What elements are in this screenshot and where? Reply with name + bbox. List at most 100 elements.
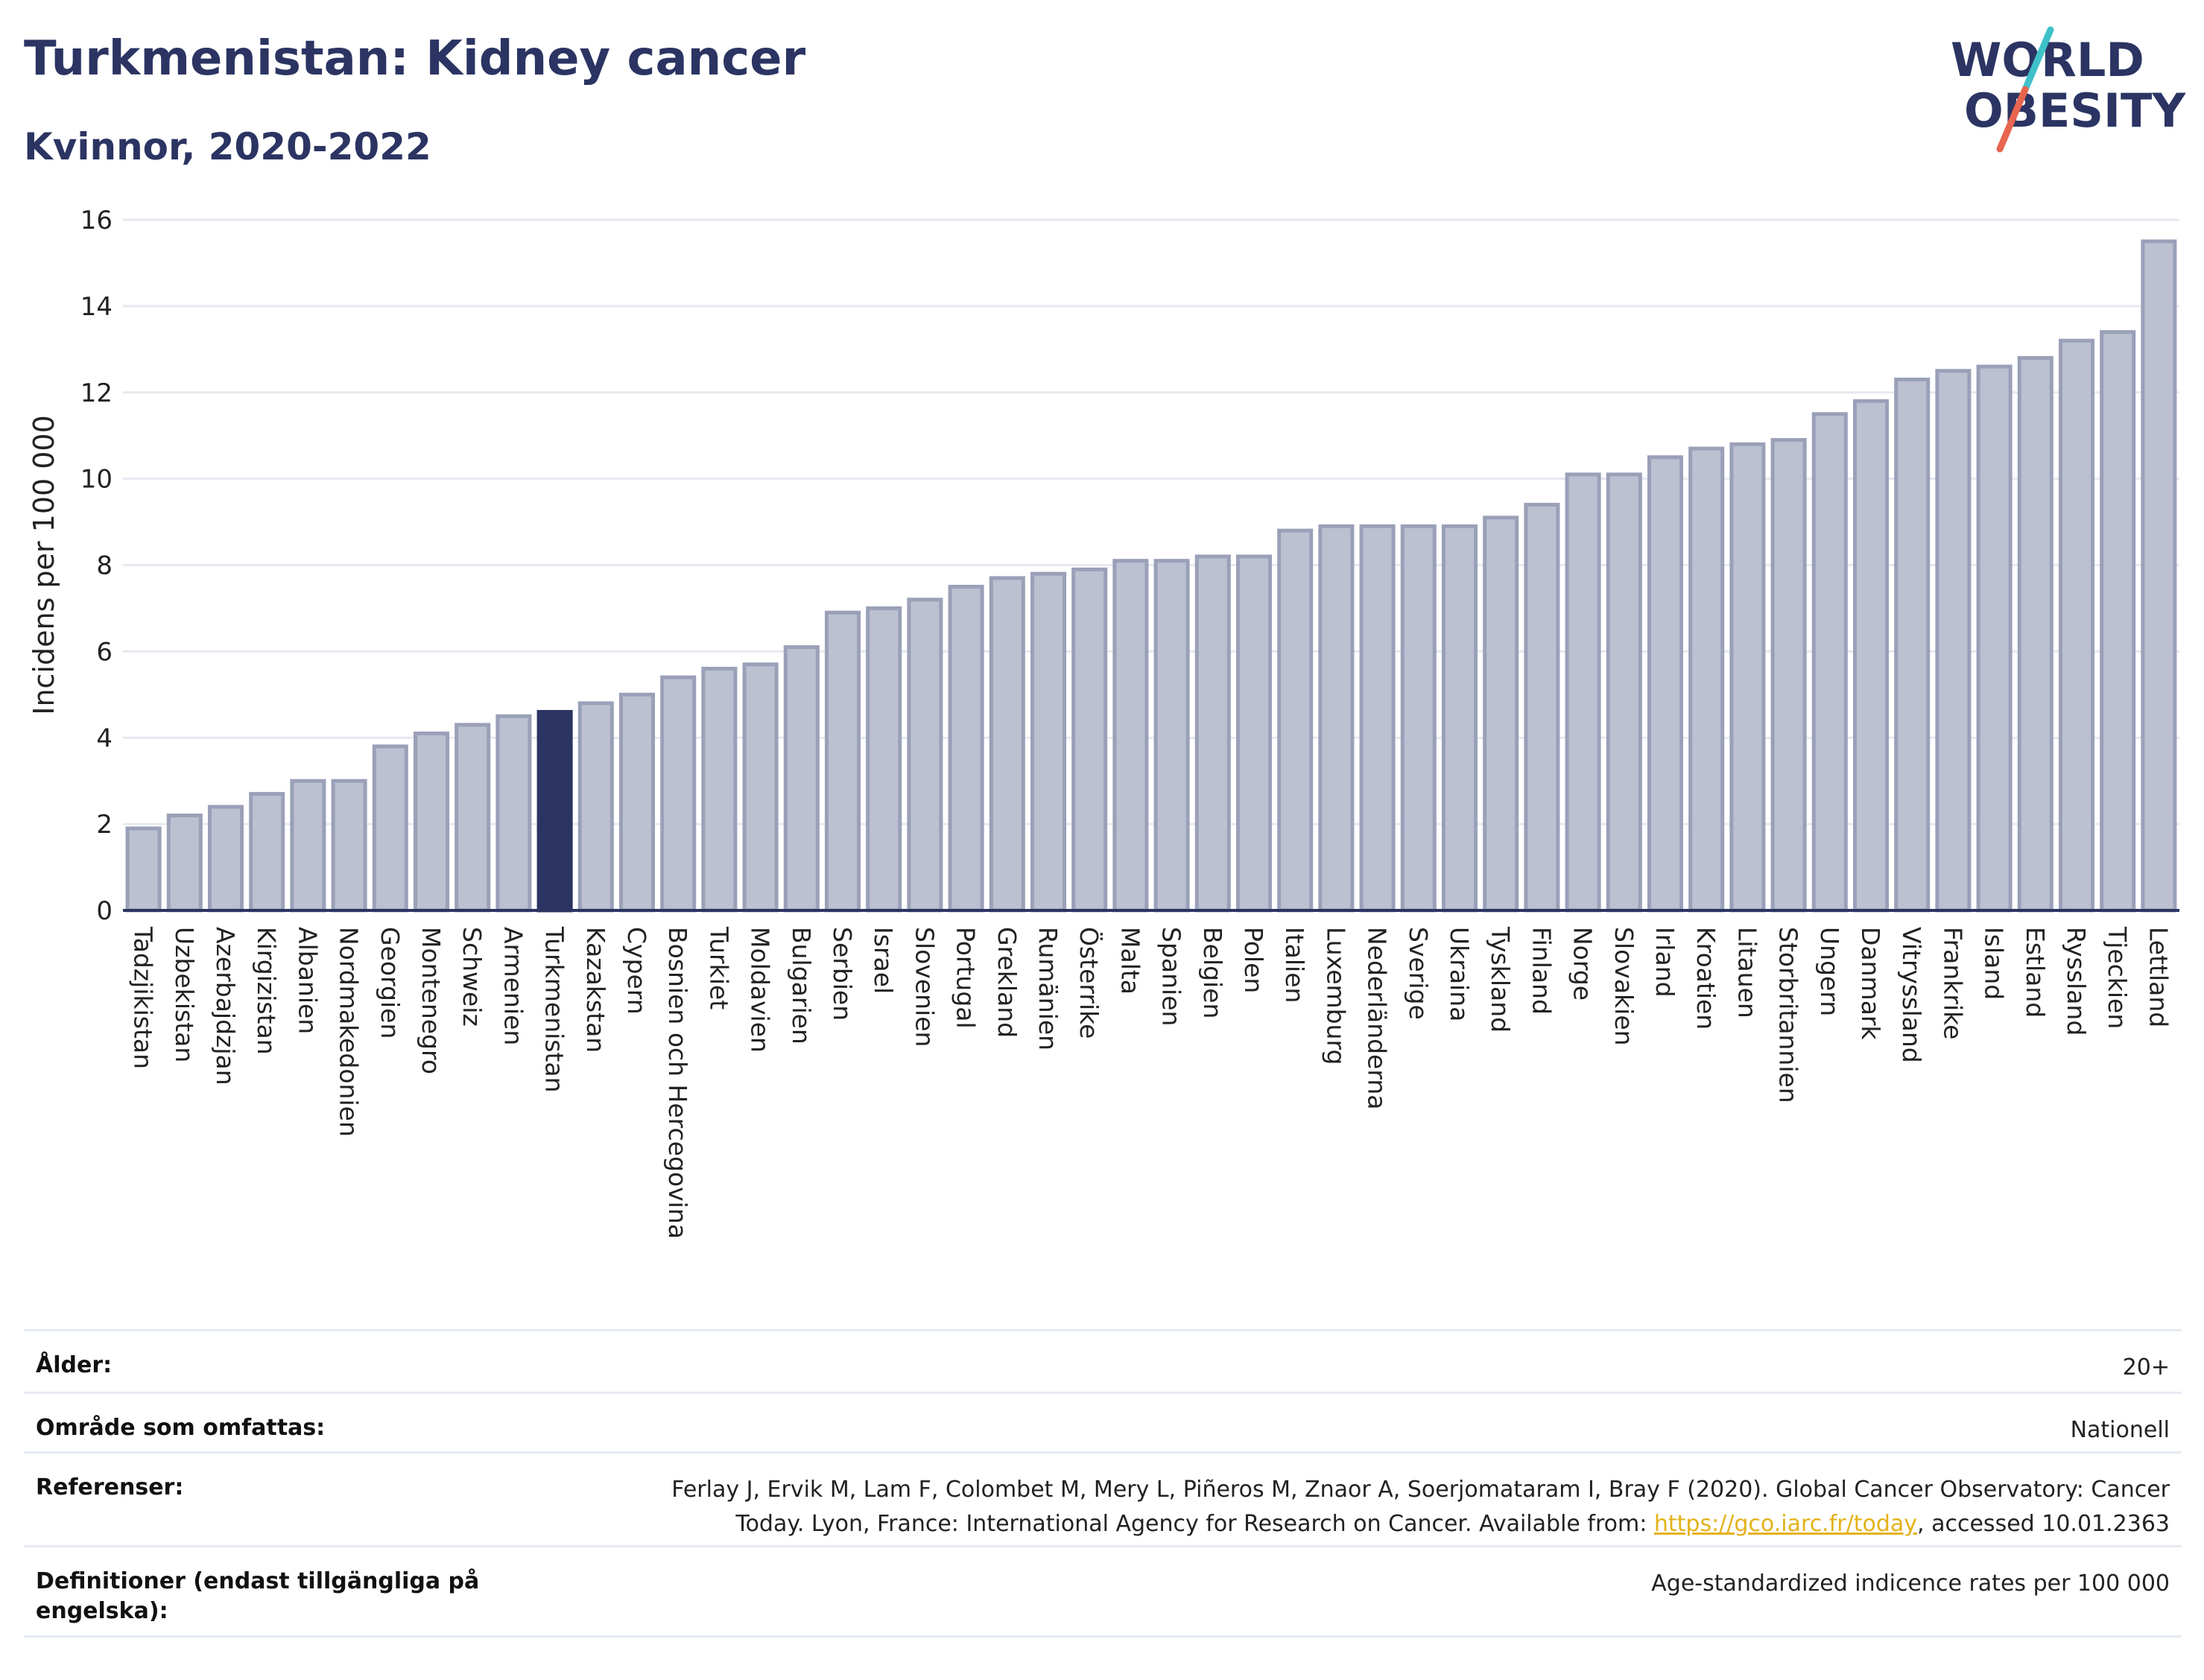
bar — [2141, 239, 2177, 913]
bar — [1318, 524, 1355, 913]
y-tick-label: 12 — [80, 378, 113, 408]
bars — [125, 239, 2177, 913]
bar — [1770, 437, 1807, 913]
references-label: Referenser: — [36, 1474, 184, 1500]
world-obesity-logo: WORLD OBESITY — [1951, 26, 2186, 153]
x-tick-label: Tjeckien — [2103, 926, 2132, 1029]
bar — [1235, 554, 1273, 913]
x-tick-label: Uzbekistan — [170, 927, 199, 1062]
x-tick-label: Luxemburg — [1321, 927, 1350, 1065]
x-tick-label: Nederländerna — [1363, 927, 1392, 1110]
bar-chart: 0 2 4 6 8 10 12 14 16 Tadzjikistan Uzbekistan Azer… — [28, 206, 2179, 1239]
bar — [1112, 559, 1149, 913]
x-tick-label: Turkmenistan — [540, 926, 569, 1093]
y-tick-label: 4 — [96, 723, 113, 753]
x-tick-label: Italien — [1280, 927, 1309, 1003]
bar — [1524, 502, 1560, 913]
bar — [948, 584, 984, 913]
x-tick-label: Cypern — [622, 927, 651, 1015]
x-tick-label: Norge — [1568, 927, 1597, 1001]
age-label: Ålder: — [36, 1352, 113, 1378]
bar — [331, 779, 367, 913]
x-tick-label: Danmark — [1856, 927, 1885, 1040]
x-tick-label: Ukraina — [1445, 927, 1474, 1021]
y-tick-label: 8 — [96, 551, 113, 581]
x-tick-label: Tyskland — [1486, 926, 1515, 1033]
x-tick-label: Litauen — [1732, 927, 1761, 1018]
x-tick-label: Vitryssland — [1897, 927, 1926, 1063]
bar — [1606, 472, 1642, 913]
bar — [413, 731, 450, 913]
x-tick-label: Bulgarien — [787, 927, 816, 1045]
x-tick-label: Storbritannien — [1774, 927, 1803, 1103]
bar — [1894, 377, 1931, 913]
bar — [1153, 559, 1190, 913]
bar — [207, 805, 244, 913]
x-tick-label: Island — [1980, 927, 2009, 1000]
x-tick-label: Nordmakedonien — [335, 927, 364, 1137]
definitions-label: Definitioner (endast tillgängliga på eng… — [36, 1568, 480, 1624]
info-row-area: Område som omfattas: Nationell — [24, 1392, 2182, 1451]
x-tick-label: Ryssland — [2062, 927, 2091, 1036]
x-tick-label: Irland — [1650, 927, 1679, 998]
bar — [2017, 355, 2053, 913]
x-tick-label: Georgien — [376, 927, 405, 1039]
bar — [1071, 567, 1108, 913]
x-tick-label: Armenien — [498, 927, 528, 1045]
x-tick-label: Schweiz — [457, 927, 487, 1027]
y-tick-label: 0 — [96, 896, 113, 926]
bar — [1194, 554, 1231, 913]
x-tick-label: Moldavien — [746, 927, 775, 1053]
y-tick-label: 6 — [96, 637, 113, 667]
bar — [701, 667, 738, 913]
y-tick-label: 16 — [80, 206, 113, 235]
x-tick-label: Portugal — [951, 927, 981, 1029]
reference-link[interactable]: https://gco.iarc.fr/today — [1653, 1511, 1918, 1537]
logo-slash-bottom — [1996, 86, 2029, 153]
page-subtitle: Kvinnor, 2020-2022 — [24, 125, 431, 168]
x-tick-label: Belgien — [1198, 927, 1227, 1018]
bar — [2058, 338, 2095, 913]
x-tick-label: Montenegro — [417, 927, 446, 1074]
bar — [1935, 369, 1972, 913]
x-tick-label: Slovakien — [1609, 927, 1638, 1046]
reference-accessed: , accessed 10.01.2363 — [1917, 1511, 2170, 1537]
bar — [1647, 455, 1684, 913]
bar — [577, 701, 614, 913]
bar — [783, 645, 820, 913]
bar — [1811, 412, 1848, 913]
x-tick-label: Serbien — [828, 927, 857, 1021]
bar — [907, 597, 943, 913]
bar — [249, 792, 285, 913]
references-value: Ferlay J, Ervik M, Lam F, Colombet M, Me… — [605, 1454, 2182, 1541]
logo-slash-top — [2021, 26, 2054, 93]
bar — [125, 826, 162, 913]
info-row-definitions: Definitioner (endast tillgängliga på eng… — [24, 1545, 2182, 1638]
bar — [1359, 524, 1396, 913]
x-tick-label: Kirgizistan — [252, 927, 281, 1055]
age-value: 20+ — [2122, 1354, 2170, 1381]
bar — [1441, 524, 1478, 913]
bar — [618, 692, 656, 913]
bar — [1565, 472, 1601, 913]
bar — [372, 744, 408, 913]
bar — [166, 814, 203, 913]
bar — [1852, 399, 1890, 913]
info-table: Ålder: 20+ Område som omfattas: Nationel… — [24, 1329, 2182, 1638]
x-tick-label: Malta — [1115, 927, 1144, 995]
bar — [495, 714, 532, 913]
x-tick-label: Frankrike — [1938, 927, 1967, 1039]
logo-text-obesity: OBESITY — [1964, 83, 2186, 138]
y-tick-label: 2 — [96, 810, 113, 840]
bar — [1400, 524, 1437, 913]
x-tick-label: Azerbajdzjan — [211, 927, 240, 1085]
x-tick-label: Israel — [869, 927, 898, 994]
bar — [1729, 442, 1766, 913]
bar — [866, 606, 902, 913]
bar — [742, 662, 779, 913]
x-tick-label: Estland — [2021, 927, 2050, 1018]
x-tick-label: Sverige — [1404, 927, 1433, 1020]
area-value: Nationell — [2070, 1417, 2170, 1443]
y-tick-labels: 0 2 4 6 8 10 12 14 16 — [80, 206, 113, 926]
bar — [1277, 528, 1314, 913]
